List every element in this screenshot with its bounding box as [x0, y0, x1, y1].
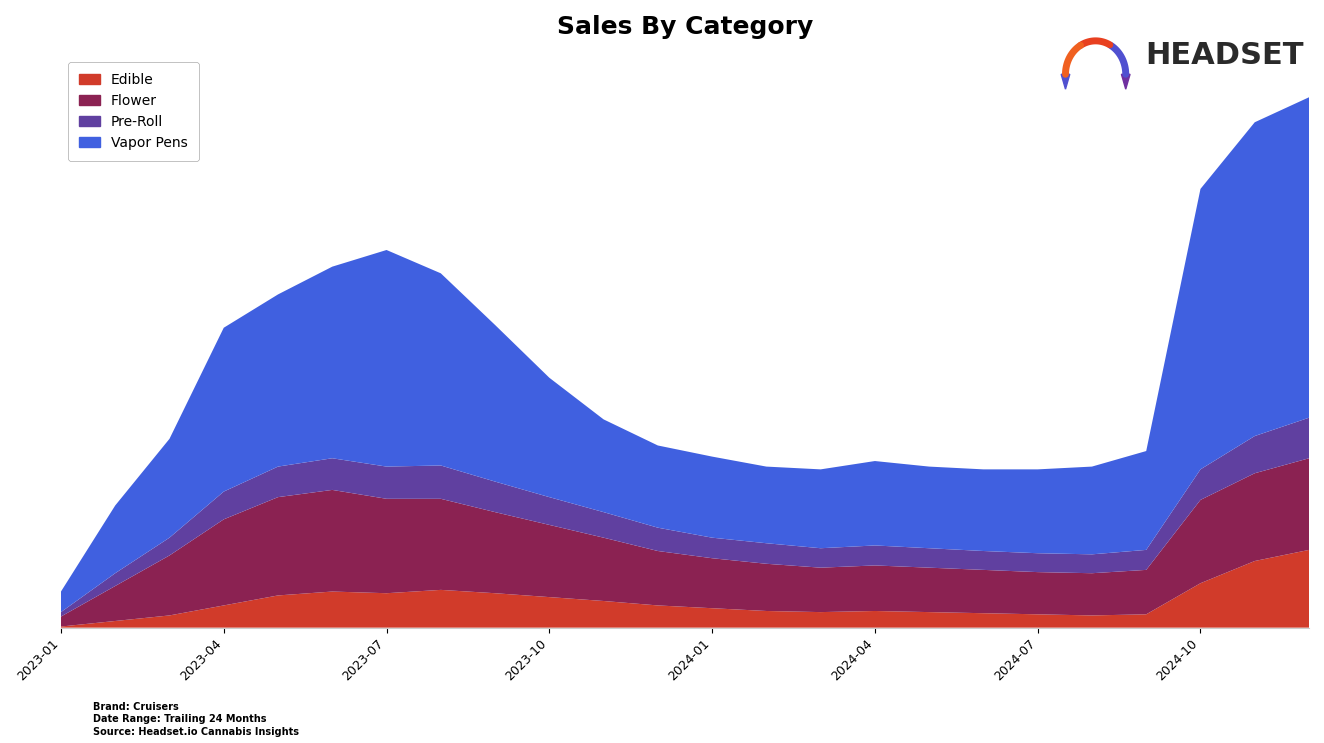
Polygon shape: [1062, 74, 1070, 89]
Text: Source: Headset.io Cannabis Insights: Source: Headset.io Cannabis Insights: [93, 727, 299, 737]
Text: HEADSET: HEADSET: [1145, 41, 1304, 70]
Title: Sales By Category: Sales By Category: [557, 15, 813, 39]
Polygon shape: [1121, 74, 1131, 89]
Legend: Edible, Flower, Pre-Roll, Vapor Pens: Edible, Flower, Pre-Roll, Vapor Pens: [68, 62, 199, 160]
Text: Date Range: Trailing 24 Months: Date Range: Trailing 24 Months: [93, 714, 266, 724]
Text: Brand: Cruisers: Brand: Cruisers: [93, 701, 179, 712]
